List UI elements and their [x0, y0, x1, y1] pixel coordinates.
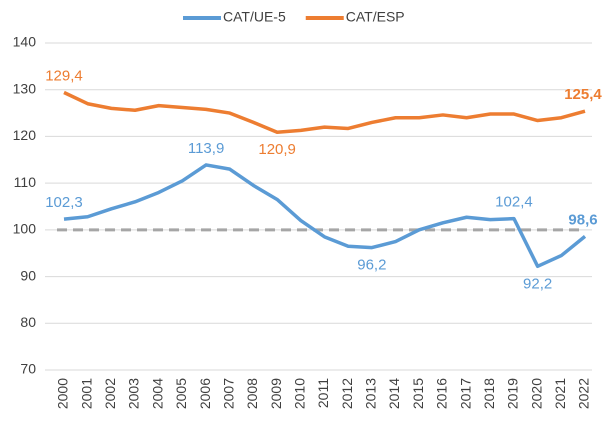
x-tick-label: 2022: [576, 378, 592, 409]
x-tick-label: 2001: [78, 378, 94, 409]
legend-label: CAT/ESP: [346, 9, 405, 25]
x-tick-label: 2021: [552, 378, 568, 409]
x-tick-label: 2000: [55, 378, 71, 409]
x-tick-label: 2014: [386, 378, 402, 409]
y-tick-label: 90: [20, 267, 36, 283]
x-tick-label: 2004: [149, 378, 165, 409]
x-tick-label: 2003: [126, 378, 142, 409]
y-tick-label: 120: [13, 127, 37, 143]
data-label: 102,3: [45, 194, 83, 211]
data-label: 113,9: [188, 140, 224, 157]
line-series: [63, 163, 587, 269]
x-tick-label: 2012: [339, 378, 355, 409]
x-tick-label: 2002: [102, 378, 118, 409]
x-tick-label: 2013: [363, 378, 379, 409]
x-tick-label: 2015: [410, 378, 426, 409]
data-label: 98,6: [568, 211, 597, 228]
y-tick-label: 110: [14, 174, 37, 190]
data-label: 120,9: [258, 141, 296, 158]
y-tick-label: 130: [13, 80, 37, 96]
x-tick-label: 2006: [197, 378, 213, 409]
x-tick-label: 2020: [528, 378, 544, 409]
x-tick-label: 2019: [505, 378, 521, 409]
line-series: [63, 90, 586, 134]
data-label: 96,2: [357, 257, 386, 274]
legend-label: CAT/UE-5: [223, 9, 286, 25]
data-label: 102,4: [495, 194, 533, 211]
x-tick-label: 2018: [481, 378, 497, 409]
y-tick-label: 100: [13, 221, 37, 237]
data-label: 129,4: [45, 67, 83, 84]
x-tick-label: 2008: [244, 378, 260, 409]
x-tick-label: 2017: [457, 378, 473, 409]
data-label: 125,4: [564, 86, 602, 103]
x-tick-label: 2011: [315, 378, 331, 408]
x-tick-label: 2005: [173, 378, 189, 409]
x-tick-label: 2010: [292, 378, 308, 409]
y-tick-label: 140: [13, 34, 37, 50]
x-tick-label: 2007: [220, 378, 236, 409]
x-tick-label: 2016: [434, 378, 450, 409]
x-tick-label: 2009: [268, 378, 284, 409]
y-tick-label: 70: [20, 361, 36, 377]
data-label: 92,2: [523, 275, 552, 292]
y-tick-label: 80: [20, 314, 36, 330]
